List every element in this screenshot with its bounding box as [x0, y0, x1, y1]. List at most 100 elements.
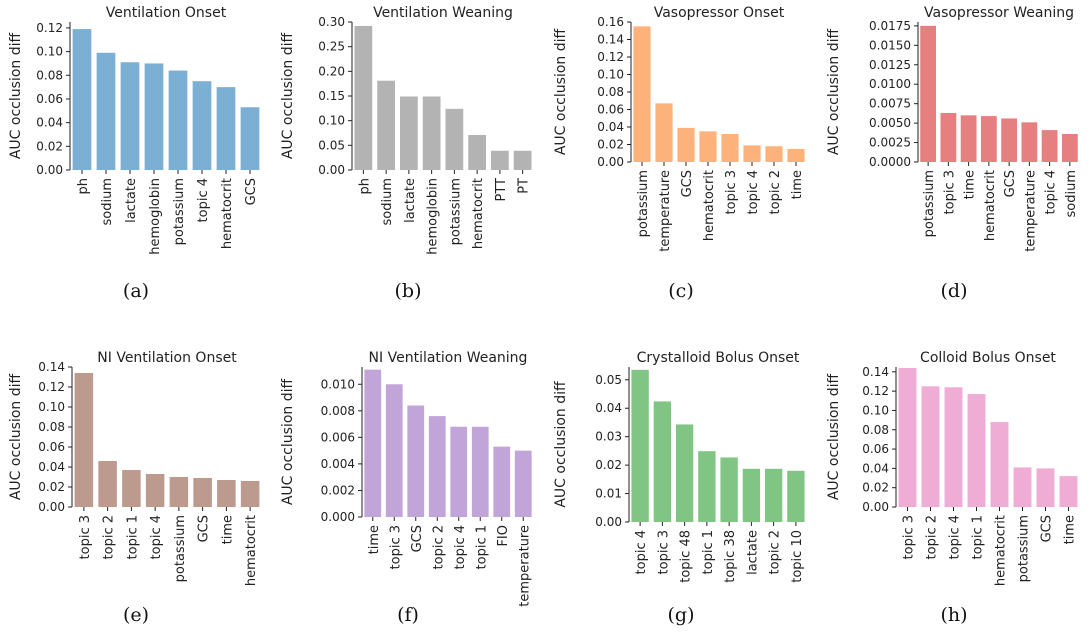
- chart-panel-c: Vasopressor Onset AUC occlusion diff 0.00 0…: [553, 5, 805, 252]
- y-tick-label: 0.02: [36, 139, 63, 153]
- chart-title: Vasopressor Weaning: [924, 5, 1074, 21]
- bar-pt: [513, 150, 532, 170]
- bar-topic-1: [122, 470, 141, 507]
- bar-topic-3: [898, 367, 917, 507]
- bar-time: [217, 480, 236, 507]
- x-tick-label: hematocrit: [220, 178, 235, 249]
- bar-gcs: [240, 107, 260, 170]
- x-tick-label: topic 4: [948, 515, 963, 559]
- y-tick-label: 0.06: [38, 440, 65, 454]
- bar-time: [787, 148, 805, 162]
- x-tick-label: GCS: [680, 170, 695, 197]
- y-tick-label: 0.04: [862, 461, 889, 475]
- y-tick-label: 0.00: [38, 500, 65, 514]
- x-tick-label: topic 1: [701, 530, 716, 574]
- y-tick-label: 0.08: [862, 423, 889, 437]
- x-tick-label: time: [220, 515, 235, 544]
- bar-hematocrit: [990, 422, 1009, 507]
- x-tick-label: potassium: [173, 515, 188, 582]
- y-tick-label: 0.02: [38, 480, 65, 494]
- bar-ph: [354, 25, 373, 170]
- x-tick-label: topic 1: [125, 515, 140, 559]
- y-tick-label: 0.02: [595, 458, 622, 472]
- x-tick-label: topic 3: [724, 170, 739, 214]
- x-tick-label: time: [963, 170, 978, 199]
- bar-topic-3: [385, 384, 403, 517]
- x-tick-label: GCS: [197, 515, 212, 542]
- bar-time: [1059, 476, 1078, 507]
- y-tick-label: 0.006: [321, 430, 355, 444]
- x-tick-label: topic 48: [679, 530, 694, 583]
- chart-panel-g: Crystalloid Bolus Onset AUC occlusion dif…: [553, 350, 805, 583]
- bar-topic-4: [743, 145, 761, 162]
- x-tick-label: time: [790, 170, 805, 199]
- y-tick-label: 0.00: [595, 515, 622, 529]
- y-tick-label: 0.0025: [869, 136, 911, 150]
- bar-lactate: [120, 62, 140, 171]
- bar-time: [364, 369, 382, 517]
- y-axis-label: AUC occlusion diff: [8, 33, 24, 160]
- x-tick-label: hematocrit: [244, 515, 259, 586]
- x-tick-label: time: [1063, 515, 1078, 544]
- x-tick-label: GCS: [410, 525, 425, 552]
- bar-topic-2: [428, 416, 446, 517]
- bar-topic-3: [653, 401, 672, 522]
- y-tick-label: 0.00: [36, 163, 63, 177]
- y-tick-label: 0.05: [595, 373, 622, 387]
- chart-panel-a: Ventilation Onset AUC occlusion diff 0.00 0…: [8, 5, 260, 255]
- bar-temperature: [514, 450, 532, 517]
- bar-potassium: [1013, 467, 1032, 507]
- x-tick-label: lactate: [745, 530, 760, 575]
- bar-sodium: [96, 52, 116, 171]
- bar-topic-4: [450, 426, 468, 517]
- bar-hematocrit: [240, 481, 260, 507]
- y-tick-label: 0.0075: [869, 97, 911, 111]
- bar-topic-4: [631, 369, 649, 522]
- y-axis-label: AUC occlusion diff: [826, 29, 842, 156]
- y-tick-label: 0.002: [321, 483, 355, 497]
- bar-sodium: [1061, 134, 1078, 162]
- x-tick-label: topic 3: [78, 515, 93, 559]
- x-tick-label: topic 3: [388, 525, 403, 569]
- bar-topic-2: [921, 386, 940, 507]
- x-tick-label: topic 10: [790, 530, 805, 583]
- x-tick-label: topic 3: [942, 170, 957, 214]
- panel-caption: (f): [397, 604, 419, 626]
- x-tick-label: topic 1: [971, 515, 986, 559]
- y-tick-label: 0.02: [597, 138, 624, 152]
- bar-gcs: [1036, 468, 1055, 507]
- y-tick-label: 0.12: [862, 384, 889, 398]
- x-tick-label: topic 1: [474, 525, 489, 569]
- x-tick-label: lactate: [124, 178, 139, 223]
- chart-panel-e: NI Ventilation Onset AUC occlusion diff 0.…: [8, 350, 260, 586]
- chart-title: Ventilation Onset: [106, 5, 227, 21]
- y-tick-label: 0.10: [597, 68, 624, 82]
- bar-gcs: [193, 478, 212, 507]
- bar-ph: [72, 29, 92, 170]
- bar-hematocrit: [699, 131, 717, 162]
- y-tick-label: 0.04: [36, 116, 63, 130]
- chart-panel-f: NI Ventilation Weaning AUC occlusion diff…: [280, 350, 532, 607]
- bar-topic-38: [720, 457, 738, 522]
- x-tick-label: hemoglobin: [148, 178, 163, 255]
- bar-potassium: [445, 108, 464, 170]
- x-tick-label: potassium: [636, 170, 651, 237]
- bar-potassium: [633, 26, 651, 162]
- y-tick-label: 0.25: [318, 40, 345, 54]
- chart-title: Colloid Bolus Onset: [920, 350, 1056, 366]
- x-tick-label: temperature: [658, 170, 673, 252]
- y-tick-label: 0.12: [597, 50, 624, 64]
- x-tick-label: topic 4: [453, 525, 468, 569]
- y-tick-label: 0.0125: [869, 58, 911, 72]
- y-tick-label: 0.10: [318, 114, 345, 128]
- x-tick-label: GCS: [1040, 515, 1055, 542]
- bar-topic-2: [765, 146, 783, 162]
- panel-caption: (b): [394, 280, 422, 302]
- bar-temperature: [1021, 122, 1038, 162]
- y-tick-label: 0.02: [862, 481, 889, 495]
- bar-topic-2: [764, 468, 783, 522]
- chart-panel-b: Ventilation Weaning AUC occlusion diff 0.0…: [280, 5, 532, 255]
- x-tick-label: ph: [357, 178, 372, 195]
- bar-potassium: [920, 25, 937, 163]
